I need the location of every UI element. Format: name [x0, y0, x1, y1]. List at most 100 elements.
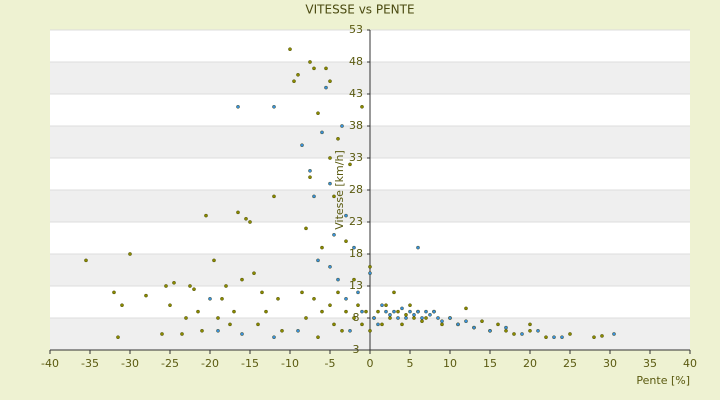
- x-tick-label: 10: [443, 357, 457, 370]
- point: [436, 316, 440, 320]
- point: [344, 296, 348, 301]
- point: [528, 322, 532, 327]
- point: [236, 105, 240, 109]
- point: [368, 328, 372, 333]
- point: [424, 316, 428, 320]
- y-axis-title: Vitesse [km/h]: [333, 150, 346, 230]
- x-tick-label: -5: [325, 357, 336, 370]
- point: [600, 334, 604, 338]
- point: [352, 245, 356, 250]
- point: [112, 290, 116, 295]
- point: [396, 309, 400, 314]
- x-tick-label: -40: [41, 357, 59, 370]
- point: [324, 85, 328, 90]
- point: [536, 328, 540, 333]
- point: [392, 290, 396, 295]
- point: [368, 264, 372, 269]
- x-axis-title: Pente [%]: [636, 374, 690, 387]
- point: [328, 79, 332, 83]
- point: [376, 322, 380, 327]
- point: [212, 258, 216, 263]
- point: [180, 332, 184, 336]
- point: [244, 216, 248, 221]
- point: [84, 258, 88, 263]
- y-tick-label: 8: [353, 311, 360, 324]
- point: [388, 316, 392, 320]
- point: [240, 332, 244, 336]
- point: [328, 156, 332, 160]
- point: [412, 312, 416, 317]
- point: [360, 309, 364, 314]
- point: [380, 322, 384, 327]
- point: [416, 309, 420, 314]
- point: [128, 252, 132, 256]
- point: [320, 309, 324, 314]
- point: [408, 303, 412, 308]
- point: [400, 306, 404, 311]
- point: [336, 277, 340, 282]
- point: [612, 332, 616, 336]
- point: [560, 335, 564, 340]
- point: [456, 322, 460, 327]
- point: [184, 316, 188, 320]
- point: [592, 335, 596, 340]
- point: [192, 287, 196, 292]
- point: [300, 143, 304, 147]
- point: [308, 168, 312, 173]
- point: [324, 66, 328, 71]
- point: [404, 316, 408, 320]
- point: [544, 335, 548, 340]
- point: [168, 303, 172, 308]
- point: [348, 328, 352, 333]
- x-tick-label: 5: [407, 357, 414, 370]
- point: [312, 296, 316, 301]
- point: [336, 136, 340, 141]
- point: [232, 309, 236, 314]
- point: [272, 194, 276, 199]
- point: [480, 319, 484, 324]
- point: [380, 303, 384, 308]
- point: [344, 239, 348, 243]
- point: [160, 332, 164, 336]
- point: [272, 105, 276, 109]
- point: [568, 332, 572, 336]
- x-tick-label: -30: [121, 357, 139, 370]
- point: [372, 316, 376, 320]
- point: [320, 130, 324, 135]
- point: [256, 322, 260, 327]
- point: [120, 303, 124, 308]
- point: [164, 284, 168, 288]
- point: [424, 309, 428, 314]
- point: [388, 312, 392, 317]
- x-tick-label: 25: [563, 357, 577, 370]
- point: [340, 328, 344, 333]
- point: [352, 316, 356, 320]
- y-tick-label: 18: [349, 247, 363, 260]
- point: [332, 232, 336, 237]
- point: [276, 296, 280, 301]
- point: [332, 322, 336, 327]
- point: [504, 328, 508, 333]
- y-tick-label: 33: [349, 151, 363, 164]
- point: [248, 220, 252, 224]
- point: [328, 181, 332, 186]
- point: [220, 296, 224, 301]
- point: [224, 284, 228, 288]
- point: [412, 316, 416, 320]
- point: [116, 335, 120, 340]
- point: [312, 194, 316, 199]
- y-tick-label: 13: [349, 279, 363, 292]
- point: [316, 111, 320, 115]
- x-tick-label: -25: [161, 357, 179, 370]
- point: [300, 290, 304, 295]
- point: [204, 213, 208, 218]
- point: [292, 79, 296, 83]
- point: [408, 309, 412, 314]
- point: [488, 328, 492, 333]
- point: [428, 312, 432, 317]
- point: [304, 226, 308, 231]
- y-tick-label: 23: [349, 215, 363, 228]
- x-tick-label: 15: [483, 357, 497, 370]
- point: [472, 325, 476, 330]
- point: [356, 290, 360, 295]
